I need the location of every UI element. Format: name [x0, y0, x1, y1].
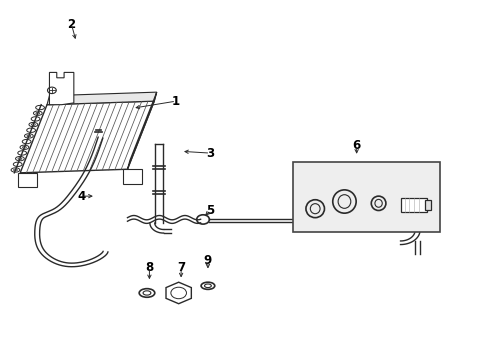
- Text: 7: 7: [177, 261, 185, 274]
- Text: 3: 3: [206, 147, 214, 159]
- Text: 4: 4: [77, 190, 85, 203]
- Polygon shape: [127, 92, 157, 169]
- Text: 2: 2: [67, 18, 75, 31]
- Text: 5: 5: [206, 204, 214, 217]
- Text: 1: 1: [172, 95, 180, 108]
- Bar: [293, 162, 439, 232]
- Polygon shape: [49, 72, 74, 105]
- Bar: [424, 200, 430, 211]
- Bar: [122, 169, 142, 184]
- Polygon shape: [165, 282, 191, 304]
- Bar: [18, 173, 37, 187]
- Text: 9: 9: [203, 254, 212, 267]
- Text: 8: 8: [145, 261, 153, 274]
- Bar: [400, 198, 427, 212]
- Polygon shape: [20, 101, 154, 173]
- Text: 6: 6: [352, 139, 360, 152]
- Polygon shape: [47, 92, 157, 105]
